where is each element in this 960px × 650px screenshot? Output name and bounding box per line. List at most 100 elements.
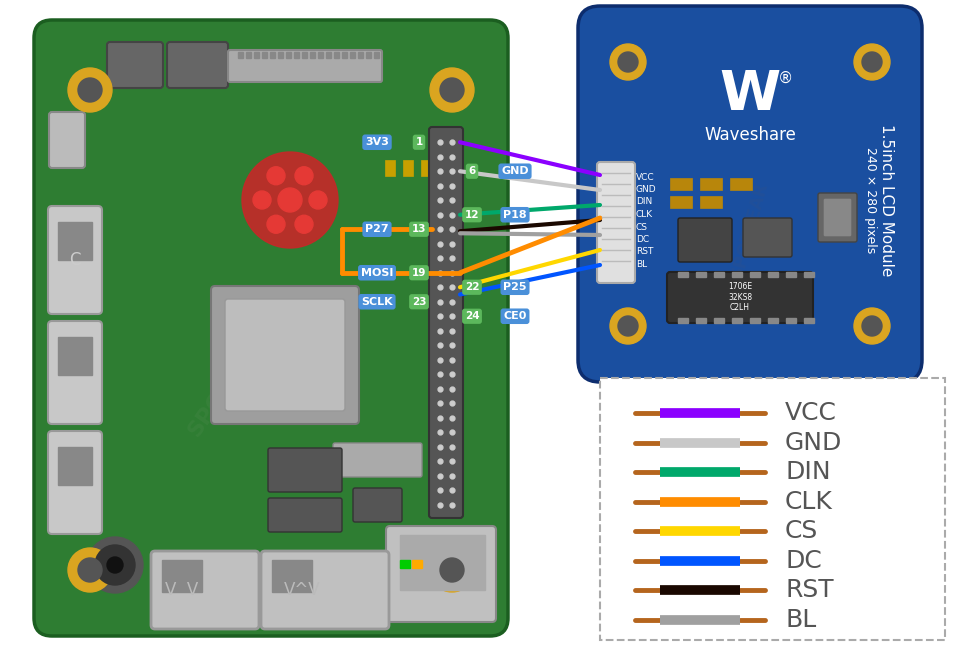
Text: CLK: CLK xyxy=(636,210,653,219)
FancyBboxPatch shape xyxy=(228,50,382,82)
FancyBboxPatch shape xyxy=(49,112,85,168)
Text: CE0: CE0 xyxy=(503,311,527,321)
Bar xyxy=(286,52,291,58)
Bar xyxy=(732,272,742,277)
Text: V^V: V^V xyxy=(284,581,321,599)
Circle shape xyxy=(267,167,285,185)
Circle shape xyxy=(440,558,464,582)
Text: P18: P18 xyxy=(503,210,527,220)
Bar xyxy=(254,52,259,58)
Bar xyxy=(804,272,814,277)
Bar xyxy=(670,196,692,208)
Text: 1706E
32KS8
C2LH: 1706E 32KS8 C2LH xyxy=(728,282,752,312)
Bar xyxy=(804,318,814,323)
Bar xyxy=(700,196,722,208)
Circle shape xyxy=(610,44,646,80)
Text: DC: DC xyxy=(785,549,822,573)
Text: 24: 24 xyxy=(465,311,479,321)
Bar xyxy=(342,52,347,58)
Circle shape xyxy=(430,68,474,112)
Bar xyxy=(730,178,752,190)
Text: 22: 22 xyxy=(465,282,479,293)
Text: P27: P27 xyxy=(365,224,389,234)
Text: Waveshare: Waveshare xyxy=(704,126,796,144)
Bar xyxy=(600,378,945,640)
Circle shape xyxy=(78,558,102,582)
Circle shape xyxy=(854,44,890,80)
Text: BL: BL xyxy=(785,608,816,632)
Text: MOSI: MOSI xyxy=(361,268,394,278)
FancyBboxPatch shape xyxy=(34,20,508,636)
FancyBboxPatch shape xyxy=(48,431,102,534)
Bar xyxy=(400,535,485,590)
Bar xyxy=(400,560,410,568)
FancyBboxPatch shape xyxy=(597,162,635,283)
Circle shape xyxy=(295,167,313,185)
Circle shape xyxy=(68,68,112,112)
FancyBboxPatch shape xyxy=(48,206,102,314)
Text: DIN: DIN xyxy=(636,198,652,207)
Bar xyxy=(768,318,778,323)
FancyBboxPatch shape xyxy=(353,488,402,522)
Bar xyxy=(358,52,363,58)
FancyBboxPatch shape xyxy=(151,551,259,629)
Bar xyxy=(58,222,92,260)
Bar xyxy=(385,160,395,176)
Bar xyxy=(318,52,323,58)
Text: VCC: VCC xyxy=(785,401,837,425)
Text: DC: DC xyxy=(636,235,649,244)
FancyBboxPatch shape xyxy=(268,498,342,532)
Text: SPOTPEAR: SPOTPEAR xyxy=(729,180,772,280)
Text: 3V3: 3V3 xyxy=(365,137,389,148)
Text: V  V: V V xyxy=(165,581,199,599)
Circle shape xyxy=(253,191,271,209)
Bar xyxy=(278,52,283,58)
Text: CS: CS xyxy=(785,519,818,543)
Circle shape xyxy=(854,308,890,344)
Circle shape xyxy=(95,545,135,585)
Circle shape xyxy=(862,52,882,72)
Bar xyxy=(714,272,724,277)
Circle shape xyxy=(610,308,646,344)
Bar xyxy=(262,52,267,58)
FancyBboxPatch shape xyxy=(743,218,792,257)
Text: SCLK: SCLK xyxy=(361,297,393,307)
Text: RST: RST xyxy=(785,578,833,603)
Text: GND: GND xyxy=(785,430,842,454)
Bar xyxy=(302,52,307,58)
Text: 23: 23 xyxy=(412,297,426,307)
Bar xyxy=(678,272,688,277)
FancyBboxPatch shape xyxy=(818,193,857,242)
Bar xyxy=(678,318,688,323)
Circle shape xyxy=(618,52,638,72)
Text: RST: RST xyxy=(636,248,654,257)
Text: GND: GND xyxy=(636,185,657,194)
Bar xyxy=(421,160,431,176)
Text: 240 × 280 pixels: 240 × 280 pixels xyxy=(863,147,876,253)
Bar xyxy=(310,52,315,58)
Bar xyxy=(162,560,202,592)
Bar xyxy=(374,52,379,58)
Text: CS: CS xyxy=(636,222,648,231)
FancyBboxPatch shape xyxy=(667,272,813,323)
Bar xyxy=(700,178,722,190)
Circle shape xyxy=(440,78,464,102)
Bar xyxy=(403,160,413,176)
FancyBboxPatch shape xyxy=(578,6,922,382)
FancyBboxPatch shape xyxy=(211,286,359,424)
FancyBboxPatch shape xyxy=(268,448,342,492)
Bar xyxy=(786,272,796,277)
Bar xyxy=(696,272,706,277)
Bar xyxy=(714,318,724,323)
Text: C: C xyxy=(69,251,81,269)
Text: BL: BL xyxy=(636,260,647,269)
Text: 6: 6 xyxy=(468,166,475,176)
Circle shape xyxy=(618,316,638,336)
Bar xyxy=(768,272,778,277)
FancyBboxPatch shape xyxy=(167,42,228,88)
FancyBboxPatch shape xyxy=(386,526,496,622)
Bar xyxy=(750,272,760,277)
FancyBboxPatch shape xyxy=(429,127,463,518)
Circle shape xyxy=(107,557,123,573)
Text: VCC: VCC xyxy=(636,172,655,181)
